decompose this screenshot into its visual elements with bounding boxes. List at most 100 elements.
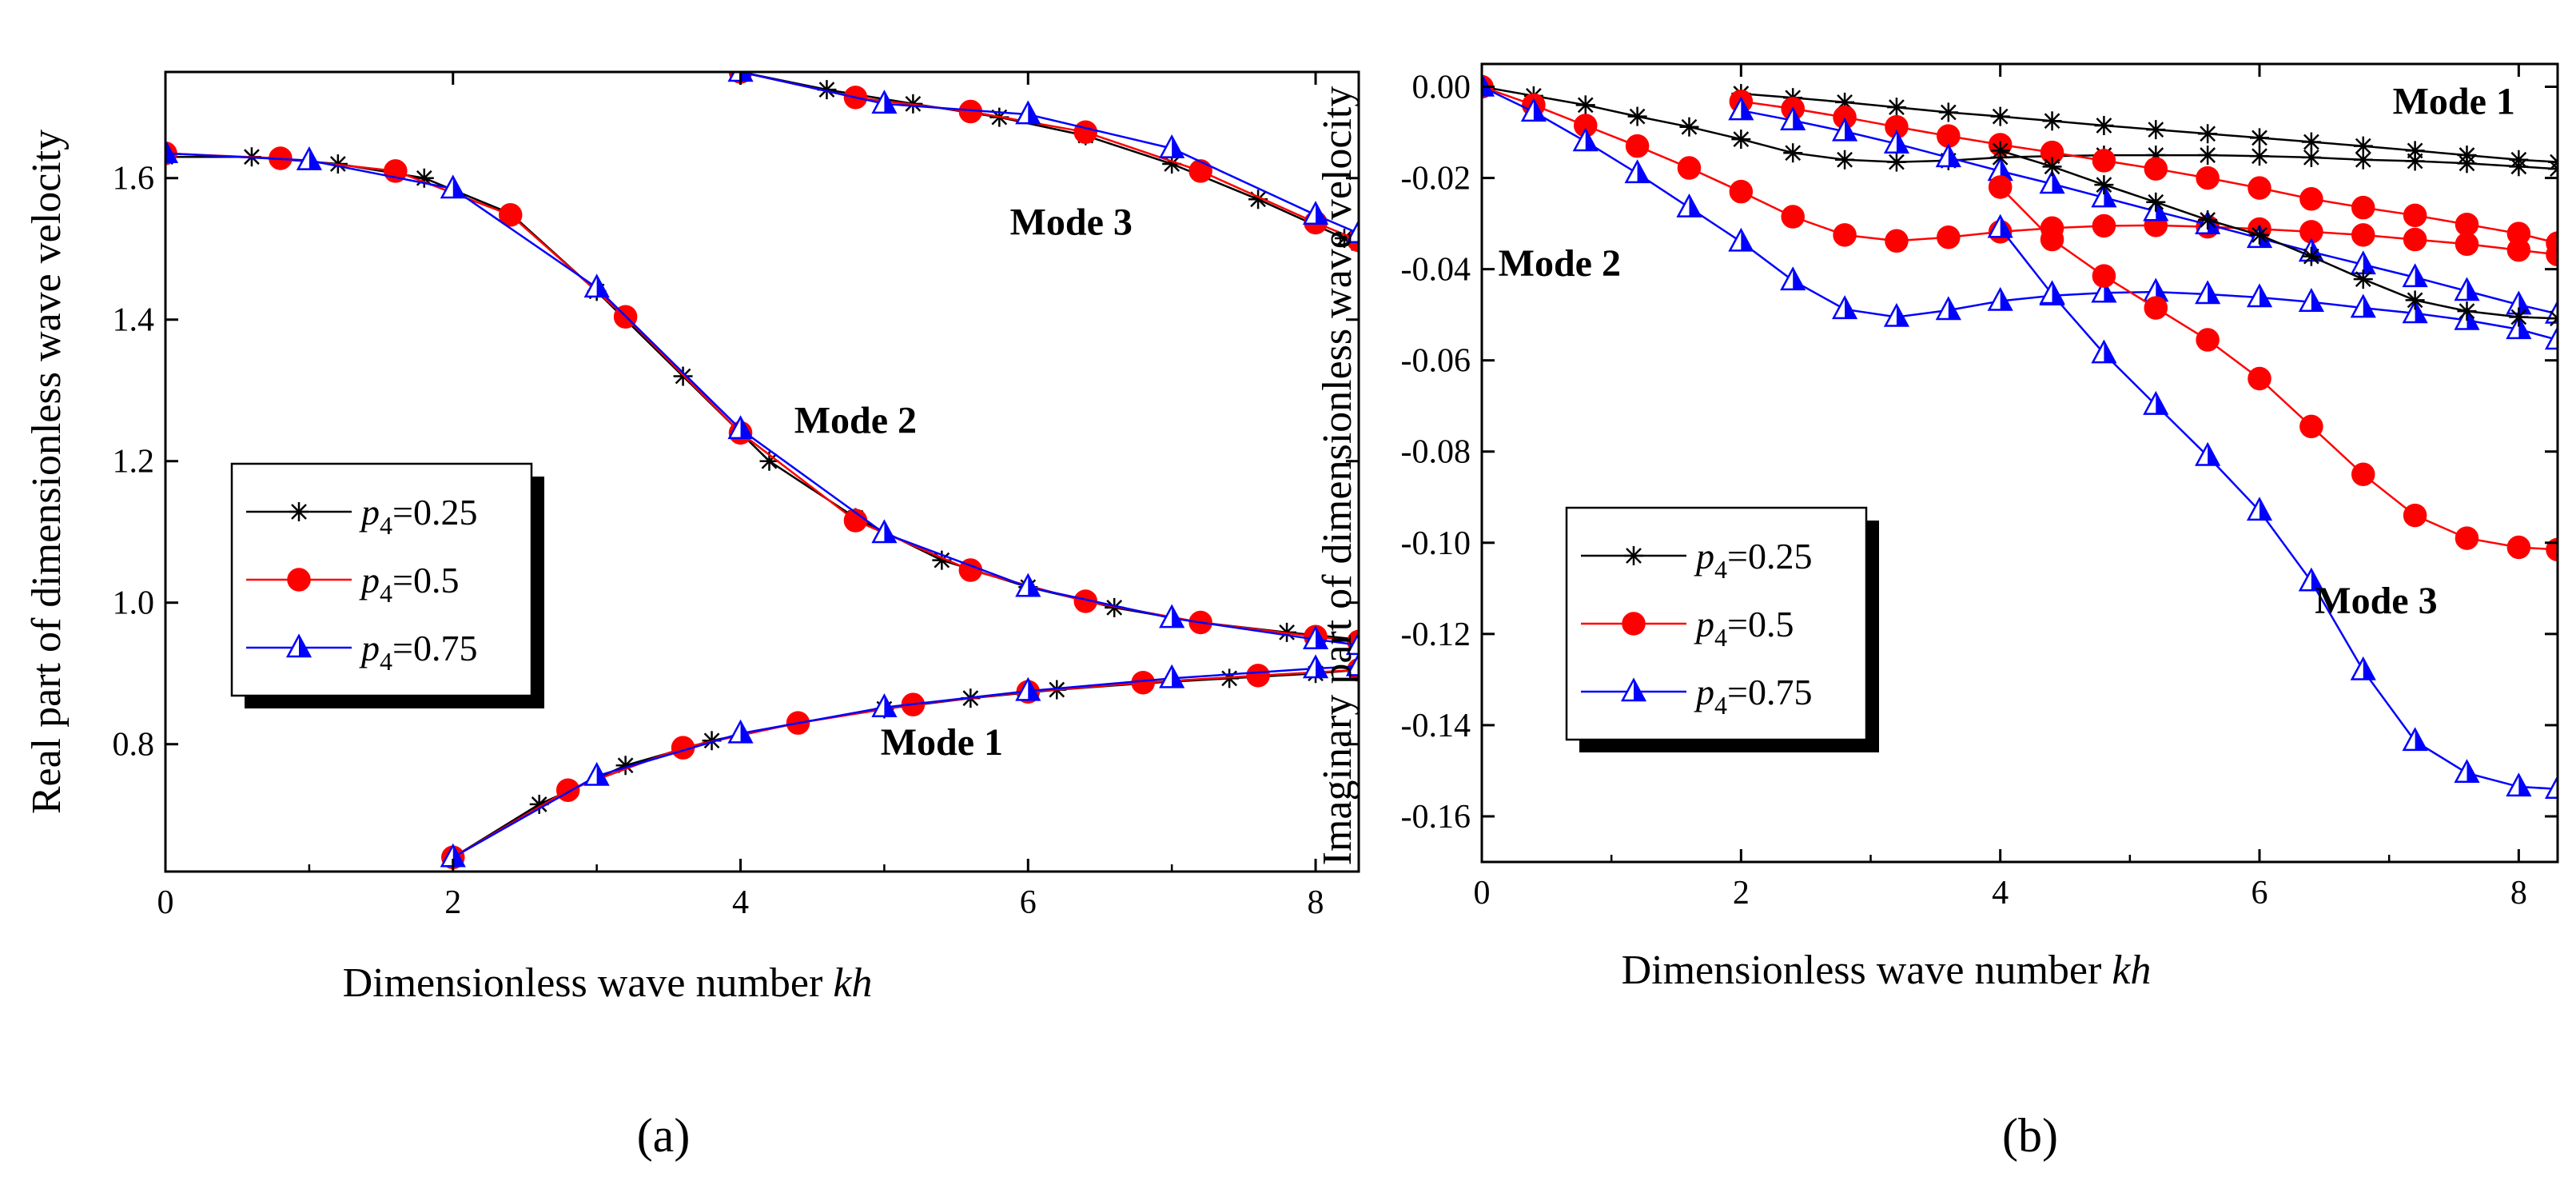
data-point-b-2-2	[1572, 127, 1599, 152]
data-point-b-6-9	[2457, 301, 2477, 321]
data-point-a-5-6	[1015, 573, 1041, 597]
data-point-a-5-3	[583, 273, 610, 298]
data-point-b-3-10	[2250, 128, 2270, 148]
data-point-b-8-10	[2506, 772, 2532, 797]
data-point-b-0-8	[1886, 152, 1906, 172]
data-point-b-7-7	[2351, 462, 2375, 487]
data-point-b-2-15	[2246, 283, 2273, 308]
data-point-b-3-4	[1938, 102, 1958, 122]
data-point-b-0-4	[1679, 117, 1699, 137]
data-point-b-6-2	[2094, 175, 2114, 195]
data-point-b-3-9	[2198, 124, 2218, 144]
y-tick-label-a-3: 1.4	[113, 302, 155, 339]
data-point-a-2-4	[1015, 676, 1041, 701]
data-point-b-3-13	[2405, 141, 2425, 161]
data-point-a-8-1	[871, 90, 898, 114]
data-point-b-1-18	[2403, 227, 2427, 252]
data-point-a-7-3	[1073, 120, 1097, 144]
data-point-b-2-18	[2402, 299, 2428, 324]
y-tick-label-b-6: -0.12	[1401, 616, 1471, 653]
data-point-a-5-4	[727, 415, 754, 440]
legend-marker-b-1	[1622, 612, 1646, 636]
data-point-b-0-15	[2250, 146, 2270, 166]
data-point-b-2-16	[2298, 288, 2324, 312]
data-point-b-4-16	[2546, 231, 2558, 255]
x-tick-label-b-1: 2	[1733, 875, 1750, 912]
data-point-b-0-5	[1731, 130, 1751, 150]
data-point-b-6-11	[2548, 309, 2558, 329]
data-point-b-3-5	[1990, 106, 2010, 126]
data-point-a-7-4	[1188, 159, 1212, 183]
data-point-a-4-3	[498, 203, 523, 227]
data-point-b-4-15	[2506, 221, 2531, 245]
data-point-b-3-11	[2301, 132, 2321, 152]
data-point-b-7-5	[2248, 366, 2271, 391]
data-point-a-5-8	[1302, 625, 1329, 649]
data-point-b-1-3	[1625, 134, 1650, 158]
annotations-b: Mode 1 Mode 2 Mode 3	[1499, 81, 2515, 622]
x-tick-label-a-3: 6	[1020, 884, 1037, 921]
data-point-b-3-7	[2094, 115, 2114, 135]
axes-b	[1480, 62, 2559, 864]
data-point-a-2-1	[583, 761, 610, 786]
data-point-b-8-11	[2544, 775, 2558, 800]
series-line-b-1	[1482, 86, 2558, 256]
data-point-b-2-20	[2506, 315, 2532, 340]
ticks-b: 0 2 4 6 8 0.00 -0.02 -0.04 -0.06 -0.08 -0.10 -0.12 -…	[1401, 64, 2558, 912]
x-tick-label-b-3: 6	[2252, 875, 2268, 912]
y-axis-title-b: Imaginary part of dimensionless wave vel…	[1315, 86, 1360, 866]
data-point-b-6-1	[2042, 157, 2062, 177]
x-axis-title-b: Dimensionless wave number kh	[1622, 948, 2152, 993]
data-point-a-2-6	[1302, 654, 1329, 679]
data-point-b-2-5	[1728, 227, 1754, 252]
data-point-b-6-5	[2250, 225, 2270, 245]
series-line-a-2	[452, 665, 1359, 859]
data-point-b-1-4	[1677, 156, 1702, 180]
data-point-a-2-5	[1159, 664, 1185, 688]
y-tick-label-b-8: -0.16	[1401, 799, 1471, 836]
data-point-a-1-1	[555, 778, 580, 802]
data-point-b-0-14	[2198, 146, 2218, 166]
legend-marker-b-0	[1624, 546, 1643, 565]
series-line-a-5	[165, 152, 1359, 647]
x-tick-label-b-2: 4	[1992, 875, 2009, 912]
data-point-b-4-13	[2403, 203, 2427, 228]
data-point-b-0-6	[1783, 143, 1803, 163]
data-point-b-2-21	[2544, 325, 2558, 350]
data-point-b-2-1	[1520, 98, 1547, 122]
data-point-b-3-16	[2548, 152, 2558, 172]
data-point-b-6-3	[2146, 192, 2166, 212]
data-point-b-4-12	[2351, 195, 2375, 220]
data-point-b-6-0	[1990, 141, 2010, 161]
data-point-b-8-0	[1987, 213, 2013, 238]
data-point-b-6-6	[2301, 246, 2321, 266]
data-point-b-2-9	[1935, 296, 1961, 321]
data-point-b-6-8	[2405, 290, 2425, 310]
plot-frame-b	[1480, 62, 2559, 864]
data-point-b-8-4	[2195, 441, 2221, 466]
y-tick-label-a-1: 1.0	[113, 585, 155, 622]
data-point-b-8-7	[2350, 656, 2376, 680]
data-point-b-8-6	[2298, 567, 2324, 592]
legend-b: p4=0.25 p4=0.5 p4=0.75	[1565, 506, 1879, 752]
data-point-b-8-8	[2402, 727, 2428, 752]
data-point-b-7-2	[2092, 264, 2116, 288]
data-point-b-2-10	[1987, 286, 2013, 311]
y-tick-label-b-0: 0.00	[1412, 70, 1471, 106]
data-point-b-7-1	[2040, 227, 2064, 252]
data-point-b-5-6	[2039, 170, 2065, 194]
mode-label-a-2: Mode 1	[881, 721, 1003, 764]
chart-panel-b: 0 2 4 6 8 0.00 -0.02 -0.04 -0.06 -0.08 -0.10 -0.12 -…	[1315, 62, 2559, 1162]
data-point-b-4-7	[2092, 149, 2116, 173]
mode-label-b-2: Mode 3	[2315, 580, 2437, 622]
data-point-a-8-4	[1302, 201, 1329, 225]
annotations-a: Mode 3 Mode 2 Mode 1	[794, 201, 1133, 764]
legend-label-b-2: p4=0.75	[1694, 672, 1812, 720]
data-point-a-2-3	[871, 693, 898, 717]
data-point-a-3-7	[759, 451, 779, 471]
x-tick-label-a-1: 2	[444, 884, 461, 921]
data-point-b-2-6	[1780, 266, 1806, 291]
legend-a: p4=0.25 p4=0.5 p4=0.75	[230, 462, 544, 708]
data-point-a-1-6	[1131, 670, 1155, 695]
